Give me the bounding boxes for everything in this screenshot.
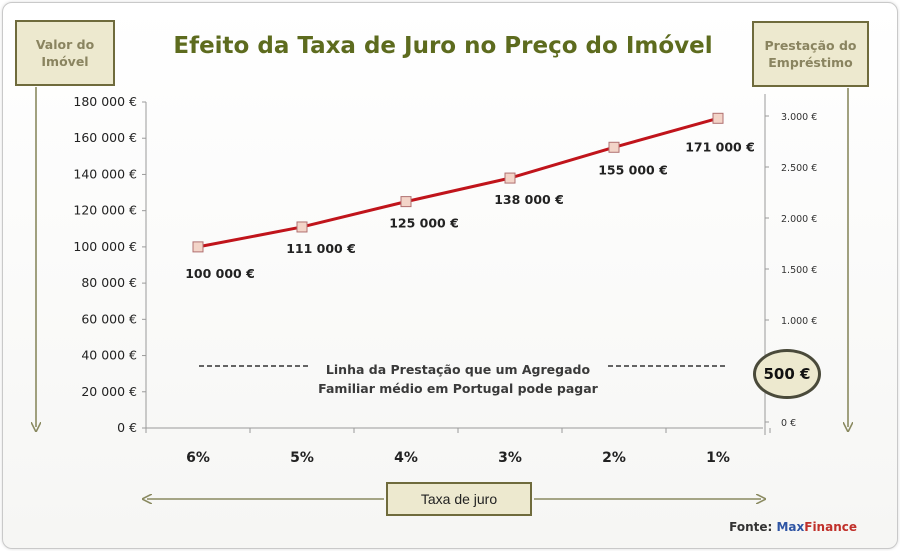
y-tick-label: 140 000 € [73,166,137,181]
x-tick-label: 2% [602,450,626,466]
left-axis-label: Valor do Imóvel [15,20,115,86]
x-tick-label: 1% [706,450,730,466]
data-label: 100 000 € [185,266,255,281]
reference-line-label: Linha da Prestação que um Agregado Famil… [318,362,598,396]
right-axis-label: Prestação do Empréstimo [752,21,869,87]
series-line [197,116,719,249]
y-tick-label: 60 000 € [81,311,137,326]
x-tick-label: 4% [394,450,418,466]
x-tick-label: 3% [498,450,522,466]
data-point [504,172,516,184]
data-label: 155 000 € [598,162,668,177]
data-point [192,241,204,253]
data-point [712,112,724,124]
y-tick-label: 20 000 € [81,384,137,399]
x-tick-label: 6% [186,450,210,466]
chart-title: Efeito da Taxa de Juro no Preço do Imóve… [173,33,713,59]
x-tick-label: 5% [290,450,314,466]
data-label: 111 000 € [286,241,356,256]
y-tick-label: 0 € [117,420,137,435]
y2-tick-label: 3.000 € [781,112,817,123]
data-label: 138 000 € [494,192,564,207]
data-point [608,141,620,153]
source-name-part1: Max [776,520,805,534]
data-point [296,221,308,233]
data-label: 125 000 € [389,216,459,231]
y2-tick-label: 2.500 € [781,163,817,174]
y2-tick-label: 1.000 € [781,316,817,327]
source-name-part2: Finance [804,520,857,534]
y2-tick-label: 1.500 € [781,265,817,276]
y-tick-label: 180 000 € [73,94,137,109]
source-credit: Fonte: MaxFinance [729,520,857,534]
y-tick-label: 40 000 € [81,348,137,363]
y-tick-label: 120 000 € [73,203,137,218]
source-name: MaxFinance [776,520,857,534]
y2-tick-label: 2.000 € [781,214,817,225]
payment-value-badge: 500 € [753,349,821,399]
x-axis-label: Taxa de juro [386,482,532,516]
y-tick-label: 80 000 € [81,275,137,290]
y-tick-label: 160 000 € [73,130,137,145]
y-tick-label: 100 000 € [73,239,137,254]
data-point [400,196,412,208]
data-label: 171 000 € [685,139,755,154]
source-prefix: Fonte: [729,520,773,534]
y2-tick-label: 0 € [781,418,796,429]
line-chart: 0 € 20 000 € 40 000 € 60 000 € 80 000 € 100 0… [3,87,897,548]
